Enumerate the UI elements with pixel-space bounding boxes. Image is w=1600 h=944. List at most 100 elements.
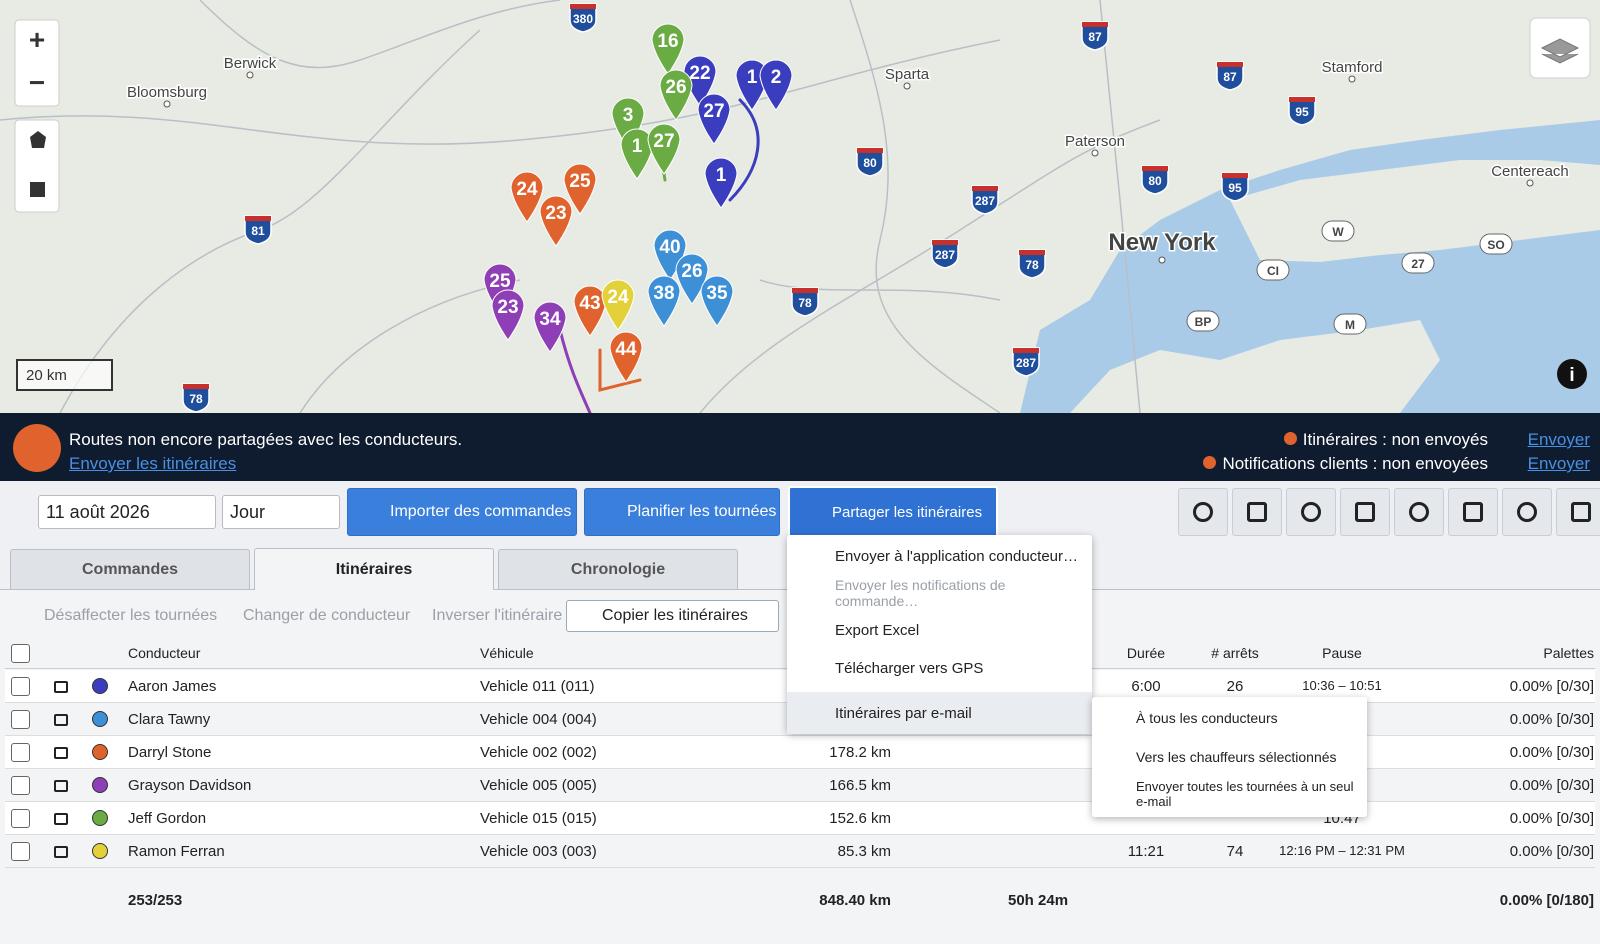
cell-duration: 6:00 xyxy=(1131,678,1161,695)
route-marker[interactable]: 24 xyxy=(510,171,544,223)
route-marker[interactable]: 27 xyxy=(697,93,731,145)
menu-item[interactable]: Itinéraires par e-mail xyxy=(787,692,1092,734)
highway-shield xyxy=(244,215,272,245)
toolbar-icon-button[interactable] xyxy=(1394,488,1444,536)
highway-shield xyxy=(931,239,959,269)
submenu-item[interactable]: À tous les conducteurs xyxy=(1136,710,1278,726)
row-checkbox[interactable] xyxy=(11,809,30,828)
toolbar-icon-button[interactable] xyxy=(1502,488,1552,536)
lock-icon[interactable] xyxy=(54,681,68,693)
toolbar-icon-button[interactable] xyxy=(1286,488,1336,536)
submenu-item[interactable]: Vers les chauffeurs sélectionnés xyxy=(1136,749,1337,765)
column-header: Conducteur xyxy=(128,645,201,661)
menu-item[interactable]: Télécharger vers GPS xyxy=(835,659,984,677)
banner-link[interactable]: Envoyer les itinéraires xyxy=(69,454,237,473)
lock-icon[interactable] xyxy=(54,780,68,792)
lock-icon[interactable] xyxy=(54,714,68,726)
date-input[interactable]: 11 août 2026 xyxy=(38,495,216,529)
share-button[interactable]: Partager les itinéraires xyxy=(788,486,998,538)
submenu-item[interactable]: Envoyer toutes les tournées à un seul e-… xyxy=(1136,779,1354,809)
zoom-out[interactable]: − xyxy=(29,67,45,98)
menu-item[interactable]: Envoyer à l'application conducteur… xyxy=(835,547,1079,565)
row-checkbox[interactable] xyxy=(11,776,30,795)
rectangle-tool[interactable] xyxy=(30,182,45,197)
toolbar-icon-button[interactable] xyxy=(1340,488,1390,536)
button-label: Partager les itinéraires xyxy=(832,503,983,521)
cell-pallets: 0.00% [0/30] xyxy=(1509,810,1594,827)
row-checkbox[interactable] xyxy=(11,677,30,696)
marker-label: 26 xyxy=(681,261,702,282)
route-marker[interactable]: 3 xyxy=(611,97,645,149)
lock-icon[interactable] xyxy=(54,747,68,759)
route-marker[interactable]: 24 xyxy=(601,279,635,331)
cell-driver: Ramon Ferran xyxy=(128,843,225,860)
route-marker[interactable]: 35 xyxy=(700,275,734,327)
route-marker[interactable]: 27 xyxy=(647,123,681,175)
toolbar-icon-button[interactable] xyxy=(1178,488,1228,536)
route-marker[interactable]: 44 xyxy=(609,331,643,383)
badge-label: M xyxy=(1345,318,1355,332)
highway-shield xyxy=(1018,249,1046,279)
marker-label: 34 xyxy=(539,309,561,330)
toolbar-icon-button[interactable] xyxy=(1448,488,1498,536)
import-button[interactable]: Importer des commandes xyxy=(347,488,577,536)
marker-pin xyxy=(647,275,681,327)
toolbar-icon-button[interactable] xyxy=(1556,488,1600,536)
cell-driver: Jeff Gordon xyxy=(128,810,207,827)
period-select[interactable]: Jour xyxy=(222,495,340,529)
route-marker[interactable]: 23 xyxy=(491,289,525,341)
cell-pause: 10:36 – 10:51 xyxy=(1302,678,1382,693)
row-checkbox[interactable] xyxy=(11,842,30,861)
menu-item[interactable]: Export Excel xyxy=(835,621,920,639)
header-checkbox[interactable] xyxy=(11,644,30,663)
route-marker[interactable]: 23 xyxy=(539,195,573,247)
route-marker[interactable]: 25 xyxy=(563,163,597,215)
tab[interactable]: Commandes xyxy=(10,549,250,589)
banner: Routes non encore partagées avec les con… xyxy=(0,413,1600,481)
marker-label: 16 xyxy=(657,31,678,52)
cell-distance: 178.2 km xyxy=(829,744,891,761)
column-header: # arrêts xyxy=(1211,645,1259,661)
lock-icon[interactable] xyxy=(54,813,68,825)
column-header: Pause xyxy=(1322,645,1362,661)
toolbar-icon-button[interactable] xyxy=(1232,488,1282,536)
route-marker[interactable]: 2 xyxy=(759,59,793,111)
shield-label: 287 xyxy=(935,248,955,262)
marker-pin xyxy=(659,69,693,121)
shield-label: 95 xyxy=(1295,105,1309,119)
cell-pallets: 0.00% [0/30] xyxy=(1509,711,1594,728)
marker-label: 44 xyxy=(615,339,637,360)
route-marker[interactable]: 26 xyxy=(659,69,693,121)
zoom-in[interactable]: + xyxy=(29,24,45,55)
route-marker[interactable]: 34 xyxy=(533,301,567,353)
info-button[interactable] xyxy=(1557,359,1587,389)
route-marker[interactable]: 38 xyxy=(647,275,681,327)
send-notifications[interactable]: Envoyer xyxy=(1527,454,1590,473)
route-marker[interactable]: 40 xyxy=(653,229,687,281)
lock-icon[interactable] xyxy=(54,846,68,858)
send-routes[interactable]: Envoyer xyxy=(1527,430,1590,449)
route-marker[interactable]: 16 xyxy=(651,23,685,75)
route-marker[interactable]: 1 xyxy=(704,157,738,209)
marker-label: 35 xyxy=(706,283,728,304)
action-button[interactable]: Copier les itinéraires xyxy=(566,600,779,632)
marker-label: 22 xyxy=(689,63,710,84)
plan-button[interactable]: Planifier les tournées xyxy=(584,488,780,536)
row-checkbox[interactable] xyxy=(11,710,30,729)
route-marker[interactable]: 22 xyxy=(683,55,717,107)
badge-label: W xyxy=(1332,225,1344,239)
cell-duration: 11:21 xyxy=(1127,843,1165,860)
banner-icon xyxy=(13,424,61,472)
polygon-tool[interactable] xyxy=(30,131,46,148)
highway-shield xyxy=(569,3,597,33)
tab[interactable]: Itinéraires xyxy=(254,548,494,590)
marker-label: 43 xyxy=(579,293,600,314)
route-marker[interactable]: 25 xyxy=(483,263,517,315)
route-badge xyxy=(1401,252,1435,274)
tab[interactable]: Chronologie xyxy=(498,549,738,589)
highway-shield xyxy=(791,287,819,317)
row-checkbox[interactable] xyxy=(11,743,30,762)
route-marker[interactable]: 26 xyxy=(675,253,709,305)
shield-top xyxy=(1289,97,1315,102)
